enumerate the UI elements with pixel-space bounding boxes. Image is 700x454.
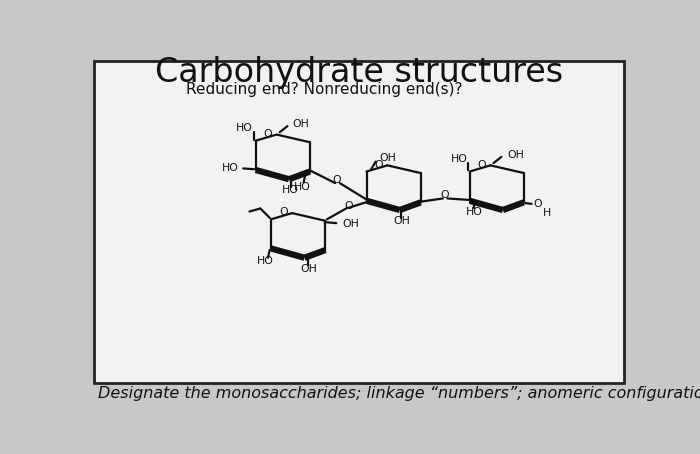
FancyBboxPatch shape (94, 61, 624, 383)
Text: HO: HO (222, 163, 239, 173)
Text: H: H (542, 208, 551, 218)
Text: HO: HO (294, 182, 311, 192)
Text: Carbohydrate structures: Carbohydrate structures (155, 56, 563, 89)
Text: O: O (477, 160, 486, 170)
Text: HO: HO (282, 185, 299, 195)
Text: OH: OH (292, 119, 309, 129)
Text: Reducing end? Nonreducing end(s)?: Reducing end? Nonreducing end(s)? (186, 82, 462, 98)
Text: HO: HO (452, 154, 468, 164)
Text: O: O (533, 199, 542, 209)
Text: OH: OH (301, 263, 318, 274)
Text: O: O (374, 160, 383, 170)
Text: OH: OH (393, 216, 410, 226)
Text: OH: OH (508, 149, 524, 159)
Text: HO: HO (236, 123, 253, 133)
Text: OH: OH (342, 219, 359, 229)
Text: O: O (344, 201, 354, 211)
Text: O: O (279, 207, 288, 217)
Text: OH: OH (379, 153, 396, 163)
Text: HO: HO (466, 207, 483, 217)
Text: O: O (263, 129, 272, 139)
Text: Designate the monosaccharides; linkage “numbers”; anomeric configuration (alpha : Designate the monosaccharides; linkage “… (98, 386, 700, 401)
Text: O: O (332, 175, 341, 185)
Text: O: O (441, 190, 449, 200)
Text: HO: HO (256, 256, 274, 266)
